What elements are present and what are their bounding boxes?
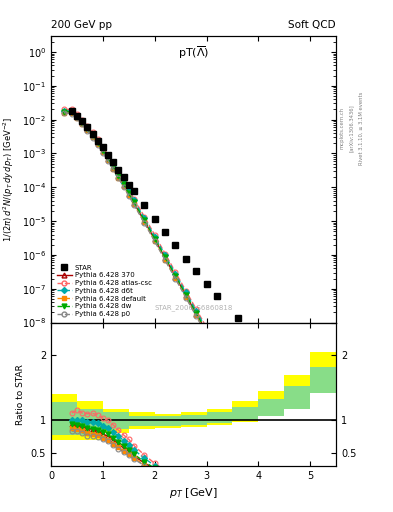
Text: 200 GeV pp: 200 GeV pp (51, 20, 112, 30)
Text: mcplots.cern.ch: mcplots.cern.ch (340, 107, 344, 149)
Text: STAR_2006_S6860818: STAR_2006_S6860818 (154, 304, 233, 311)
Text: Soft QCD: Soft QCD (288, 20, 336, 30)
Y-axis label: $1/(2\pi)\,d^2N/(p_T\,dy\,dp_T)$ [GeV$^{-2}$]: $1/(2\pi)\,d^2N/(p_T\,dy\,dp_T)$ [GeV$^{… (2, 116, 17, 242)
Text: pT($\overline{\Lambda}$): pT($\overline{\Lambda}$) (178, 45, 209, 61)
Legend: STAR, Pythia 6.428 370, Pythia 6.428 atlas-csc, Pythia 6.428 d6t, Pythia 6.428 d: STAR, Pythia 6.428 370, Pythia 6.428 atl… (55, 263, 154, 319)
Y-axis label: Ratio to STAR: Ratio to STAR (16, 364, 25, 424)
X-axis label: $p_T$ [GeV]: $p_T$ [GeV] (169, 486, 218, 500)
Text: Rivet 3.1.10, ≥ 3.1M events: Rivet 3.1.10, ≥ 3.1M events (359, 91, 364, 165)
Text: [arXiv:1306.3436]: [arXiv:1306.3436] (349, 104, 354, 152)
